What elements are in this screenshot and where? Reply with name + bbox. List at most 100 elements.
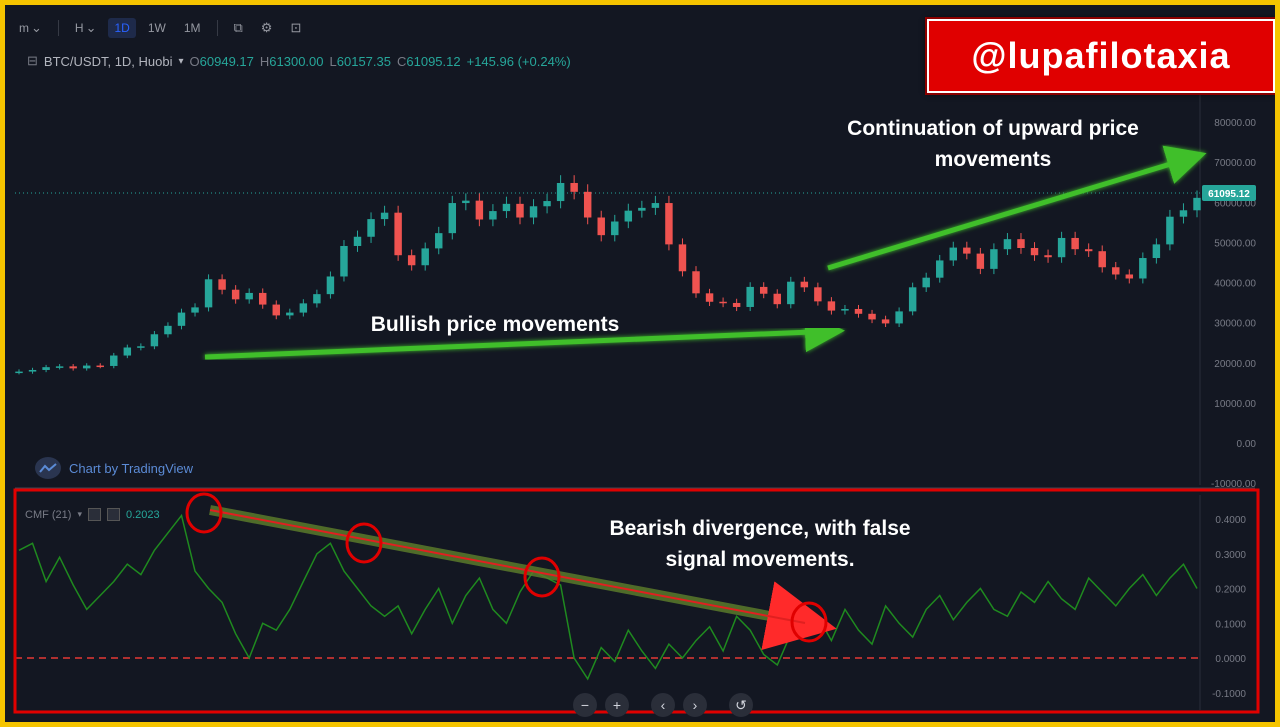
candle-body: [340, 245, 348, 277]
low-value: 60157.35: [336, 53, 391, 69]
cmf-tick-label: 0.4000: [1215, 515, 1246, 526]
tradingview-label: Chart by TradingView: [69, 460, 194, 476]
screenshot-button[interactable]: ⊡: [284, 17, 307, 39]
open-key: O: [189, 53, 200, 69]
price-tick-label: 10000.00: [1214, 399, 1256, 410]
cmf-tick-label: 0.0000: [1215, 654, 1246, 665]
candle-body: [516, 203, 524, 218]
scroll-left-button[interactable]: ‹: [651, 693, 675, 717]
indicator-name[interactable]: CMF (21): [25, 508, 72, 521]
cmf-tick-label: 0.2000: [1215, 585, 1246, 596]
candle-body: [814, 287, 822, 302]
top-toolbar: m ⌄ H ⌄ 1D 1W 1M ⧉ ⚙ ⊡: [13, 13, 307, 43]
bullish-arrow: [204, 312, 845, 360]
candle-body: [705, 293, 714, 302]
indicator-remove-icon[interactable]: [106, 508, 120, 521]
candle-body: [597, 217, 605, 236]
zoom-out-button[interactable]: −: [573, 693, 597, 717]
chevron-down-icon: ⌄: [31, 20, 42, 35]
cmf-tick-label: -0.1000: [1212, 689, 1246, 700]
candle-body: [164, 325, 172, 335]
toolbar-divider: [57, 20, 59, 36]
timeframe-1w-button[interactable]: 1W: [147, 21, 166, 35]
candle-body: [502, 203, 511, 212]
indicators-button[interactable]: ⚙: [255, 17, 279, 39]
candle-body: [42, 367, 50, 370]
zoom-in-button[interactable]: +: [605, 693, 629, 717]
candle-body: [759, 286, 768, 294]
candle-body: [583, 191, 592, 218]
reset-chart-button[interactable]: ↺: [729, 693, 753, 717]
chart-navigation: − + ‹ › ↺: [573, 693, 753, 717]
scroll-right-button[interactable]: ›: [683, 693, 707, 717]
candle-body: [976, 253, 985, 269]
tradingview-attribution[interactable]: Chart by TradingView: [35, 457, 193, 479]
divergence-arrow-core: [209, 509, 806, 624]
chevron-down-icon[interactable]: ▾: [77, 509, 82, 519]
candle-body: [949, 247, 957, 261]
chart-canvas[interactable]: 80000.00 70000.00 60000.00 50000.00 40000.00…: [5, 5, 1275, 722]
candle-body: [543, 201, 551, 207]
indicators-icon: ⚙: [260, 20, 273, 35]
candle-body: [82, 365, 91, 369]
price-tick-label: -10000.00: [1211, 479, 1256, 490]
candle-body: [1179, 210, 1188, 217]
candle-body: [204, 279, 213, 308]
bearish-annotation: Bearish divergence, with false signal mo…: [609, 517, 911, 571]
candle-body: [651, 203, 660, 208]
candle-body: [1030, 247, 1039, 256]
candle-body: [380, 212, 389, 220]
candle-body: [624, 210, 633, 222]
candle-body: [529, 206, 538, 218]
candle-body: [353, 236, 362, 246]
candle-body: [489, 211, 497, 220]
symbol-collapse-icon[interactable]: ⊟: [27, 53, 38, 68]
candle-body: [1044, 255, 1052, 258]
timeframe-minutes-label: m: [19, 21, 29, 35]
candle-body: [1071, 237, 1079, 250]
timeframe-minutes-dropdown[interactable]: m ⌄: [13, 17, 48, 39]
candle-body: [299, 303, 308, 313]
divergence-circle-3: [523, 556, 561, 598]
candle-body: [800, 281, 809, 288]
price-tick-label: 0.00: [1237, 439, 1257, 450]
candle-body: [421, 248, 429, 266]
indicator-legend: CMF (21) ▾ 0.2023: [25, 508, 160, 521]
candle-body: [1084, 249, 1093, 252]
timeframe-hours-label: H: [74, 21, 84, 35]
candle-body: [448, 203, 457, 234]
price-tick-label: 50000.00: [1214, 238, 1256, 249]
symbol-legend: ⊟ BTC/USDT, 1D, Huobi ▾ O60949.17 H61300…: [27, 53, 571, 69]
candle-body: [908, 287, 917, 312]
candle-body: [1057, 237, 1066, 258]
candle-body: [123, 347, 132, 356]
indicator-settings-icon[interactable]: [87, 508, 101, 521]
candle-body: [678, 244, 687, 272]
timeframe-hours-dropdown[interactable]: H ⌄: [69, 17, 103, 39]
candle-body: [259, 292, 267, 305]
chevron-down-icon[interactable]: ▾: [178, 55, 184, 67]
timeframe-1m-button[interactable]: 1M: [183, 21, 201, 35]
price-tick-label: 30000.00: [1214, 319, 1256, 330]
candle-body: [732, 302, 741, 307]
timeframe-1d-button[interactable]: 1D: [108, 18, 136, 38]
price-change: +145.96 (+0.24%): [466, 53, 571, 69]
symbol-title[interactable]: BTC/USDT, 1D, Huobi: [43, 53, 173, 69]
candle-body: [150, 334, 159, 347]
candle-body: [854, 308, 863, 314]
cmf-tick-label: 0.3000: [1215, 550, 1246, 561]
candle-body: [15, 371, 23, 374]
chart-type-button[interactable]: ⧉: [228, 17, 249, 39]
candle-body: [137, 346, 145, 348]
close-key: C: [396, 53, 407, 69]
candle-body: [1193, 197, 1201, 211]
indicator-value: 0.2023: [125, 508, 160, 521]
candle-body: [1112, 267, 1120, 275]
candle-body: [367, 219, 375, 237]
candle-body: [922, 277, 930, 288]
candle-body: [69, 366, 77, 369]
candle-body: [936, 260, 944, 278]
divergence-circle-1: [185, 492, 223, 534]
chevron-down-icon: ⌄: [85, 20, 97, 35]
